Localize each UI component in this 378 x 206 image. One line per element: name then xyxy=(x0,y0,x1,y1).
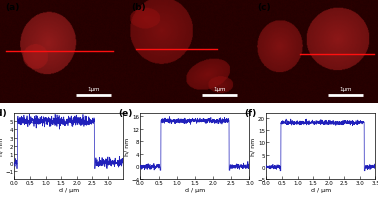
Text: 1μm: 1μm xyxy=(213,87,226,92)
Text: 1μm: 1μm xyxy=(339,87,352,92)
X-axis label: d / μm: d / μm xyxy=(59,187,79,192)
Text: (c): (c) xyxy=(257,3,271,12)
Text: (b): (b) xyxy=(131,3,146,12)
Y-axis label: h/ nm: h/ nm xyxy=(125,137,130,155)
Y-axis label: h/ nm: h/ nm xyxy=(0,137,3,155)
X-axis label: d / μm: d / μm xyxy=(185,187,205,192)
Text: 1μm: 1μm xyxy=(87,87,99,92)
X-axis label: d / μm: d / μm xyxy=(311,187,331,192)
Text: (d): (d) xyxy=(0,108,7,117)
Text: (e): (e) xyxy=(119,108,133,117)
Text: (a): (a) xyxy=(5,3,19,12)
Y-axis label: h/ nm: h/ nm xyxy=(251,137,256,155)
Text: (f): (f) xyxy=(245,108,257,117)
